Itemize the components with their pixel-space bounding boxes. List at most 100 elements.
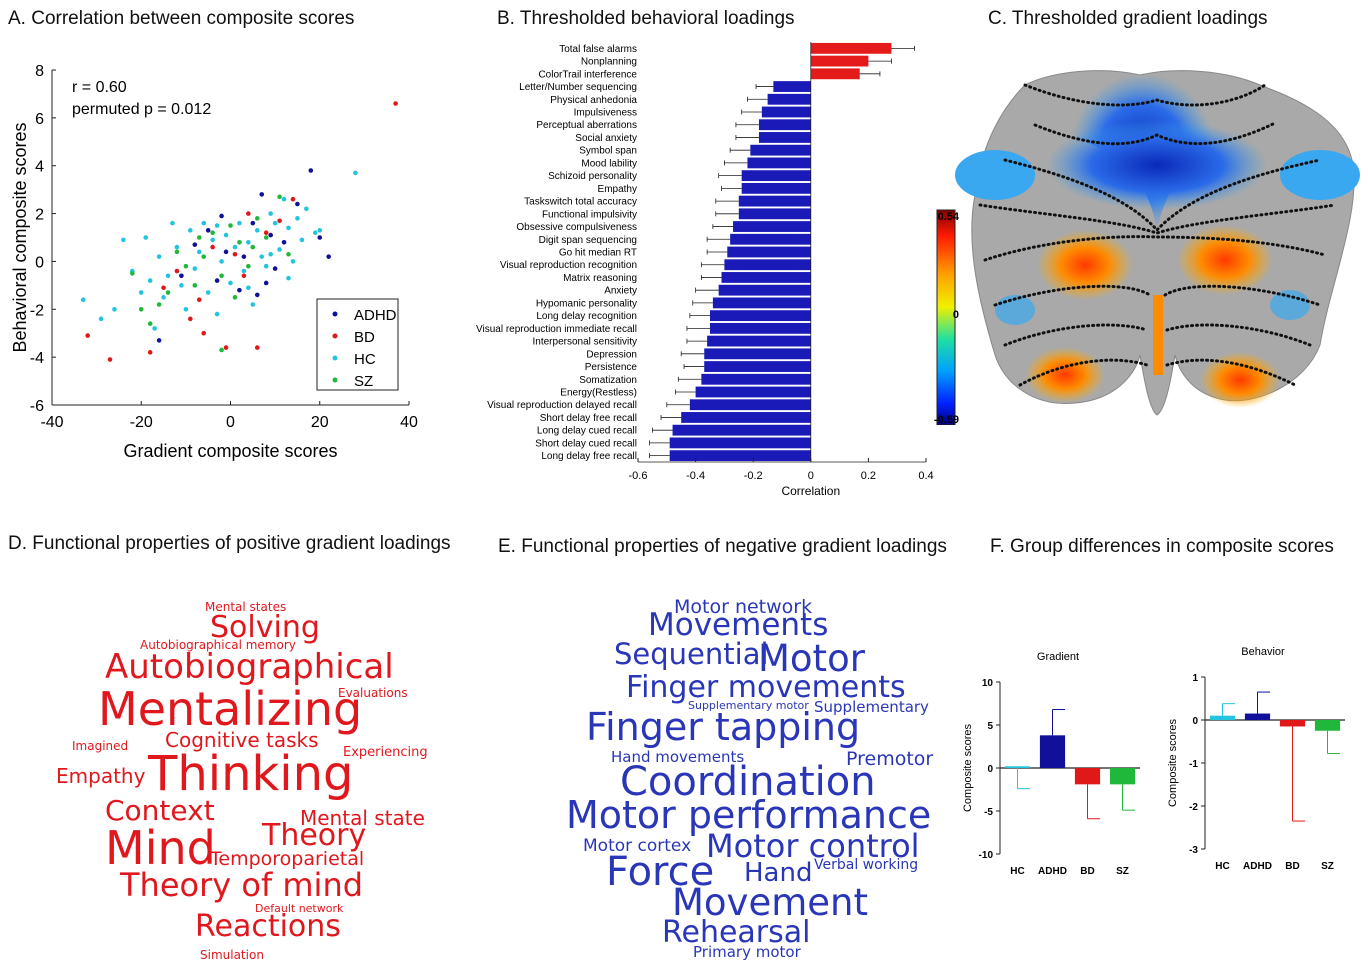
f-bar (1039, 735, 1066, 768)
wordcloud-term: Theory (262, 818, 367, 853)
scatter-point-bd (174, 268, 180, 274)
scatter-point-hc (179, 283, 184, 288)
b-x-tick-label: -0.4 (686, 470, 705, 482)
wordcloud-term: Coordination (620, 759, 876, 805)
legend-label-bd: BD (354, 329, 375, 346)
b-x-tick-label: 0 (808, 470, 814, 482)
scatter-point-adhd (156, 338, 162, 343)
scatter-point-hc (304, 206, 309, 212)
scatter-point-hc (281, 196, 287, 202)
scatter-point-bd (223, 345, 229, 350)
scatter-point-hc (232, 244, 238, 250)
scatter-point-hc (290, 259, 296, 264)
b-x-tick-label: -0.2 (744, 470, 763, 482)
b-category-label: Visual reproduction recognition (500, 260, 637, 271)
b-category-label: Visual reproduction immediate recall (476, 324, 637, 335)
scatter-point-sz (250, 244, 256, 250)
scatter-point-hc (219, 259, 224, 264)
b-x-axis-label: Correlation (781, 484, 840, 498)
scatter-point-bd (241, 273, 247, 279)
b-bar (695, 386, 811, 398)
scatter-point-adhd (272, 266, 278, 271)
scatter-point-hc (138, 290, 144, 295)
b-bar (669, 450, 811, 462)
b-category-label: Total false alarms (559, 44, 637, 55)
scatter-point-hc (112, 306, 117, 312)
scatter-point-sz (219, 273, 224, 279)
wordcloud-term: Rehearsal (662, 915, 811, 950)
scatter-point-hc (147, 278, 153, 283)
f-chart-title: Gradient (1037, 651, 1079, 663)
b-category-label: Schizoid personality (548, 171, 637, 182)
b-category-label: Impulsiveness (574, 108, 637, 119)
scatter-point-adhd (250, 220, 256, 226)
scatter-point-sz (232, 295, 238, 300)
scatter-point-bd (161, 285, 166, 291)
scatter-point-hc (353, 170, 358, 176)
f-y-tick-label: 1 (1192, 673, 1198, 684)
scatter-point-hc (192, 266, 198, 271)
b-category-label: Perceptual aberrations (536, 120, 637, 131)
scatter-point-adhd (241, 254, 247, 259)
b-bar (669, 437, 811, 449)
scatter-point-hc (98, 316, 104, 322)
wordcloud-term: Experiencing (343, 745, 428, 760)
scatter-point-sz (156, 302, 162, 307)
scatter-point-sz (254, 216, 260, 221)
scatter-point-hc (299, 237, 305, 243)
b-bar (741, 182, 811, 194)
scatter-point-sz (196, 235, 202, 240)
scatter-point-hc (205, 290, 211, 295)
b-category-label: Visual reproduction delayed recall (487, 400, 637, 411)
scatter-point-adhd (259, 192, 265, 197)
colorbar-tick-min: -0.59 (934, 414, 959, 425)
wordcloud-term: Empathy (56, 764, 146, 788)
wordcloud-term: Verbal working (814, 857, 919, 873)
b-category-label: Depression (586, 349, 637, 360)
a-x-tick-label: -40 (40, 414, 63, 431)
a-y-tick-label: 4 (35, 159, 44, 176)
b-bar (738, 195, 811, 207)
wordcloud-term: Context (105, 794, 215, 827)
a-x-tick-label: 40 (400, 414, 418, 431)
b-category-label: Short delay cued recall (535, 438, 637, 449)
scatter-point-hc (165, 273, 171, 279)
panel-c-flatmap: 0.54 0 -0.59 (934, 70, 1360, 425)
f-category-label: HC (1010, 866, 1024, 877)
wordcloud-term: Supplementary (814, 698, 929, 716)
a-y-tick-label: 0 (35, 254, 44, 271)
b-category-label: Obsessive compulsiveness (516, 222, 637, 233)
scatter-point-adhd (219, 213, 224, 219)
wordcloud-term: Temporoparietal (210, 848, 365, 870)
scatter-point-hc (312, 230, 318, 236)
scatter-point-hc (143, 235, 149, 240)
wordcloud-term: Simulation (200, 948, 264, 962)
scatter-point-bd (107, 357, 113, 362)
f-y-tick-label: -1 (1189, 759, 1198, 770)
scatter-point-sz (201, 254, 207, 259)
scatter-point-hc (214, 223, 220, 228)
f-y-tick-label: 0 (1192, 716, 1198, 727)
a-y-tick-label: -4 (30, 350, 44, 367)
b-bar (810, 68, 860, 80)
b-bar (761, 106, 811, 118)
b-category-label: Persistence (585, 362, 638, 373)
b-category-label: Mood lability (581, 158, 637, 169)
scatter-point-hc (268, 251, 273, 257)
f-category-label: ADHD (1038, 866, 1067, 877)
scatter-point-hc (152, 326, 157, 331)
scatter-point-bd (393, 101, 398, 106)
flatmap-lobule-boundaries (978, 83, 1337, 387)
b-bar (707, 335, 811, 347)
scatter-point-bd (290, 196, 296, 202)
a-y-tick-label: -6 (30, 398, 44, 415)
b-bar (747, 157, 811, 169)
scatter-point-bd (246, 211, 251, 216)
wordcloud-term: Motor performance (566, 793, 932, 837)
scatter-point-sz (210, 230, 215, 236)
scatter-point-sz (138, 306, 144, 312)
wordcloud-term: Mentalizing (98, 682, 363, 736)
scatter-point-hc (170, 220, 175, 226)
colorbar-tick-max: 0.54 (938, 211, 960, 223)
